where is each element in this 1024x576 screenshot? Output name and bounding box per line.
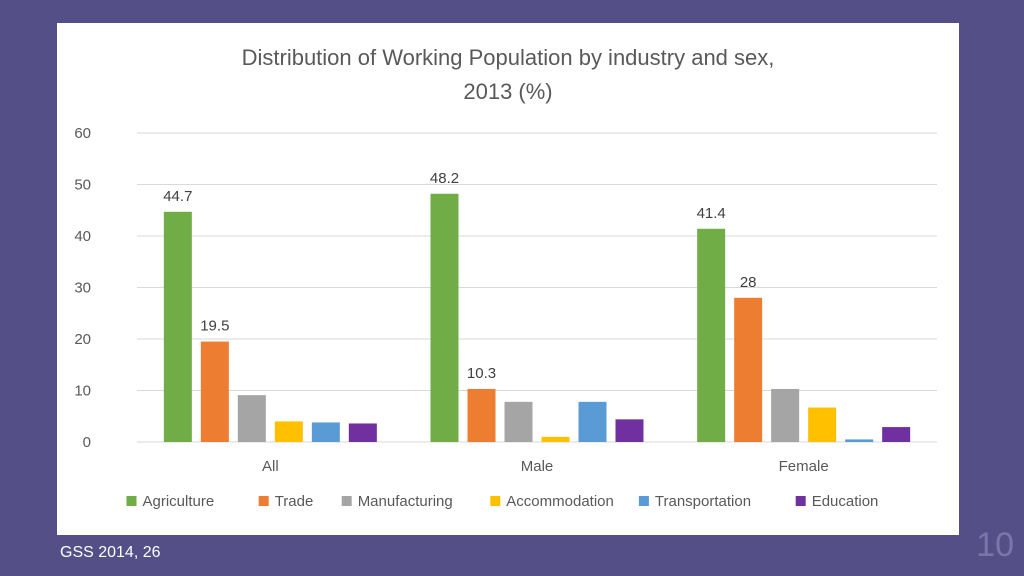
bar-manufacturing-male: [504, 401, 533, 442]
bar-accommodation-female: [808, 407, 837, 442]
y-axis-ticks: 0 10 20 30 40 50 60: [74, 125, 91, 451]
legend-swatch: [341, 496, 352, 506]
data-label: 44.7: [163, 188, 192, 205]
legend-label: Trade: [275, 493, 314, 510]
chart-title-line2: 2013 (%): [463, 79, 552, 104]
bar-education-male: [615, 419, 644, 442]
y-tick-label: 50: [74, 177, 91, 194]
legend-item-education: Education: [795, 493, 879, 510]
legend-item-accommodation: Accommodation: [490, 493, 614, 510]
data-label: 28: [740, 274, 757, 291]
bar-agriculture-male: [430, 193, 459, 442]
legend-label: Agriculture: [143, 493, 215, 510]
bar-transportation-male: [578, 401, 607, 442]
bar-trade-male: [467, 388, 496, 442]
legend-swatch: [638, 496, 649, 506]
legend-swatch: [795, 496, 806, 506]
legend-item-agriculture: Agriculture: [126, 493, 215, 510]
data-label: 41.4: [697, 205, 726, 222]
gridlines: [137, 132, 937, 443]
legend-item-transportation: Transportation: [638, 493, 751, 510]
bar-chart: Distribution of Working Population by in…: [74, 45, 937, 510]
x-axis-categories: All Male Female: [262, 458, 829, 475]
y-tick-label: 60: [74, 125, 91, 142]
bar-transportation-female: [845, 439, 874, 442]
slide-number: 10: [976, 526, 1014, 564]
bars: [163, 193, 911, 442]
bar-education-all: [348, 423, 377, 442]
bar-manufacturing-all: [237, 395, 266, 442]
bar-manufacturing-female: [771, 388, 800, 442]
data-label: 48.2: [430, 170, 459, 187]
legend-label: Transportation: [655, 493, 751, 510]
legend-swatch: [490, 496, 501, 506]
data-labels: 44.7 19.5 48.2 10.3 41.4 28: [163, 170, 756, 382]
legend-label: Education: [812, 493, 879, 510]
bar-trade-all: [200, 341, 229, 442]
legend: Agriculture Trade Manufacturing Accommodati…: [126, 493, 879, 510]
legend-swatch: [126, 496, 137, 506]
chart-title-line1: Distribution of Working Population by in…: [242, 45, 775, 70]
x-category-label: Female: [779, 458, 829, 475]
y-tick-label: 10: [74, 383, 91, 400]
legend-item-manufacturing: Manufacturing: [341, 493, 453, 510]
y-tick-label: 30: [74, 280, 91, 297]
bar-education-female: [882, 427, 911, 442]
data-label: 19.5: [200, 318, 229, 335]
bar-accommodation-male: [541, 436, 570, 442]
bar-trade-female: [734, 297, 763, 442]
x-category-label: Male: [521, 458, 554, 475]
source-note: GSS 2014, 26: [60, 544, 161, 561]
bar-transportation-all: [311, 422, 340, 442]
y-tick-label: 20: [74, 331, 91, 348]
x-category-label: All: [262, 458, 279, 475]
bar-agriculture-all: [163, 211, 192, 442]
legend-swatch: [258, 496, 269, 506]
y-tick-label: 0: [83, 434, 91, 451]
bar-agriculture-female: [697, 228, 726, 442]
legend-label: Accommodation: [506, 493, 614, 510]
legend-label: Manufacturing: [358, 493, 453, 510]
bar-accommodation-all: [274, 421, 303, 442]
y-tick-label: 40: [74, 228, 91, 245]
chart-panel: Distribution of Working Population by in…: [57, 23, 959, 535]
legend-item-trade: Trade: [258, 493, 314, 510]
data-label: 10.3: [467, 365, 496, 382]
